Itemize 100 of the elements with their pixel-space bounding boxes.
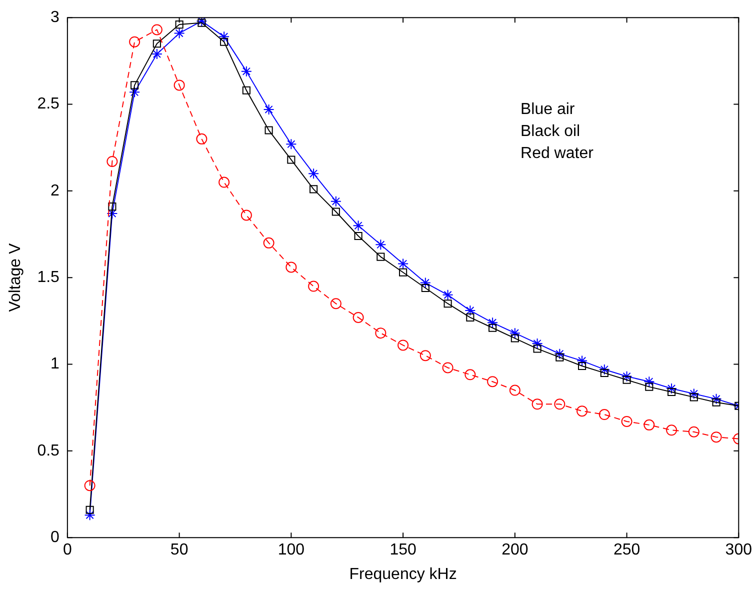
point bbox=[308, 280, 320, 292]
point bbox=[644, 376, 655, 388]
annotation: Red water bbox=[520, 145, 594, 162]
point bbox=[688, 388, 700, 400]
point bbox=[600, 368, 608, 377]
point bbox=[174, 80, 185, 91]
point bbox=[310, 185, 318, 194]
point bbox=[376, 252, 385, 261]
point bbox=[240, 210, 252, 221]
point bbox=[152, 40, 161, 48]
point bbox=[375, 328, 386, 339]
point bbox=[532, 338, 543, 349]
point bbox=[108, 202, 116, 211]
point bbox=[151, 48, 162, 60]
point bbox=[622, 376, 631, 384]
x-tick-label: 250 bbox=[613, 542, 640, 559]
point bbox=[644, 419, 655, 430]
point bbox=[84, 480, 96, 492]
point bbox=[487, 317, 498, 328]
x-tick-label: 50 bbox=[170, 542, 188, 559]
y-tick-label: 1 bbox=[50, 356, 60, 373]
x-tick-label: 100 bbox=[278, 542, 305, 559]
x-tick-label: 0 bbox=[62, 542, 72, 559]
y-axis-title: Voltage V bbox=[7, 243, 24, 312]
point bbox=[509, 328, 520, 339]
point bbox=[218, 176, 230, 188]
y-tick-label: 0 bbox=[50, 529, 60, 546]
point bbox=[330, 298, 342, 310]
point bbox=[710, 393, 722, 404]
point bbox=[218, 31, 230, 42]
point bbox=[240, 66, 252, 77]
point bbox=[420, 277, 431, 288]
point bbox=[174, 28, 185, 39]
point bbox=[354, 232, 362, 240]
point bbox=[286, 138, 297, 150]
point bbox=[398, 340, 409, 351]
point bbox=[509, 384, 520, 396]
y-tick-label: 3 bbox=[50, 9, 60, 26]
point bbox=[666, 424, 678, 436]
point bbox=[712, 398, 720, 406]
point bbox=[399, 268, 408, 276]
point bbox=[129, 86, 140, 98]
y-tick-label: 2 bbox=[50, 182, 60, 200]
point bbox=[352, 220, 364, 232]
point bbox=[442, 362, 454, 374]
point bbox=[286, 262, 297, 273]
annotation: Blue air bbox=[520, 101, 576, 118]
point bbox=[444, 300, 452, 308]
point bbox=[308, 168, 320, 180]
point bbox=[242, 86, 250, 94]
point bbox=[621, 416, 632, 427]
point bbox=[578, 362, 586, 370]
point bbox=[488, 324, 497, 332]
point bbox=[151, 24, 162, 36]
point bbox=[264, 126, 273, 134]
point bbox=[466, 313, 474, 322]
x-tick-label: 200 bbox=[502, 542, 528, 559]
point bbox=[220, 38, 228, 46]
y-tick-label: 1.5 bbox=[37, 269, 60, 286]
point bbox=[398, 258, 409, 270]
point bbox=[666, 383, 678, 394]
point bbox=[421, 284, 430, 292]
point bbox=[130, 81, 139, 90]
point bbox=[129, 36, 140, 48]
point bbox=[532, 398, 543, 410]
y-tick-label: 2.5 bbox=[37, 96, 60, 113]
point bbox=[420, 350, 431, 362]
point bbox=[330, 196, 342, 207]
point bbox=[576, 355, 588, 366]
point bbox=[510, 334, 519, 342]
point bbox=[287, 156, 296, 164]
point bbox=[106, 208, 118, 219]
point bbox=[86, 506, 94, 514]
point bbox=[196, 133, 208, 144]
point bbox=[621, 370, 632, 382]
point bbox=[554, 348, 566, 360]
point bbox=[352, 312, 364, 323]
point bbox=[598, 409, 610, 420]
point bbox=[556, 353, 564, 362]
point bbox=[464, 369, 476, 380]
point bbox=[263, 237, 274, 248]
point bbox=[645, 382, 654, 391]
point bbox=[375, 239, 386, 250]
x-tick-label: 150 bbox=[390, 542, 416, 559]
annotation: Black oil bbox=[520, 123, 580, 140]
x-tick-label: 300 bbox=[725, 542, 752, 559]
point bbox=[263, 104, 274, 115]
point bbox=[554, 398, 566, 410]
point bbox=[106, 156, 118, 167]
point bbox=[487, 376, 498, 388]
point bbox=[332, 208, 340, 216]
x-axis-title: Frequency kHz bbox=[349, 566, 457, 583]
point bbox=[688, 426, 700, 438]
point bbox=[576, 406, 588, 417]
point bbox=[690, 393, 698, 402]
point bbox=[533, 344, 542, 353]
point bbox=[667, 388, 676, 396]
y-tick-label: 0.5 bbox=[37, 442, 60, 460]
point bbox=[464, 305, 476, 316]
point bbox=[710, 432, 722, 443]
